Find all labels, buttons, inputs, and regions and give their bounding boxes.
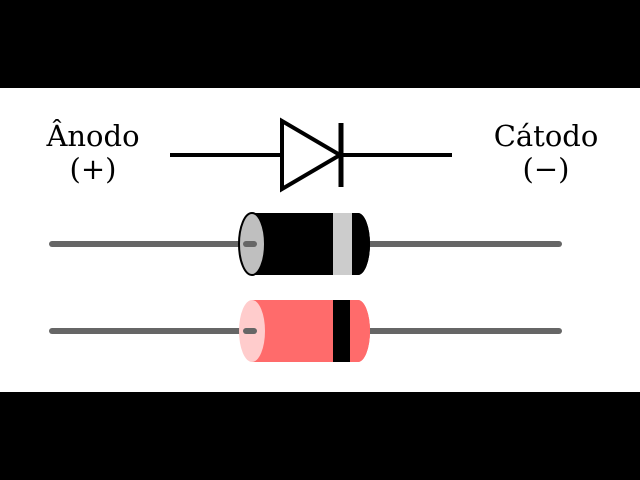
anode-label: Ânodo	[46, 119, 140, 153]
black-diode-band-edge	[352, 213, 370, 275]
cathode-polarity: (−)	[522, 152, 570, 186]
red-diode	[49, 300, 562, 362]
black-diode	[49, 212, 562, 276]
symbol-triangle	[280, 117, 344, 193]
diode-symbol	[170, 117, 452, 193]
red-diode-band	[333, 300, 350, 362]
anode-polarity: (+)	[69, 152, 117, 186]
cathode-label: Cátodo	[493, 119, 599, 153]
black-diode-band	[333, 213, 352, 275]
red-diode-band-edge	[350, 300, 370, 362]
